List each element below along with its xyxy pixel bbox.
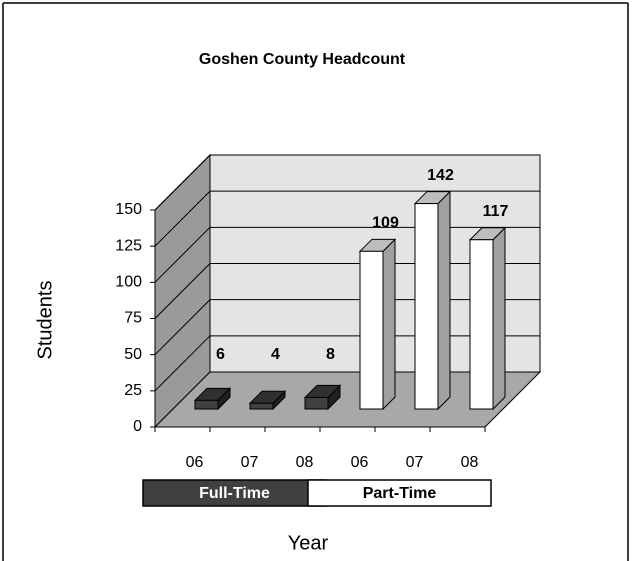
x-tick-label: 06 [351, 454, 369, 471]
y-tick-label: 100 [115, 274, 142, 291]
bar [193, 387, 232, 411]
data-label: 4 [271, 346, 280, 363]
y-tick-label: 0 [133, 418, 142, 435]
y-tick-label: 50 [124, 346, 142, 363]
y-axis-label: Students [34, 281, 56, 360]
bar-side [492, 226, 506, 411]
group-label: Part-Time [363, 485, 437, 502]
bar-front [249, 402, 274, 410]
bar [413, 190, 452, 411]
bar-front [359, 250, 384, 410]
group-label: Full-Time [199, 485, 270, 502]
grid-line [154, 154, 540, 211]
x-tick-label: 08 [461, 454, 479, 471]
x-axis-label: Year [288, 532, 329, 554]
data-label: 142 [427, 167, 454, 184]
bar-front [194, 399, 219, 410]
x-tick-label: 07 [241, 454, 259, 471]
data-label: 109 [372, 215, 399, 232]
bar-front [469, 239, 494, 410]
bar [358, 238, 397, 411]
bar [248, 390, 287, 411]
data-label: 117 [483, 203, 509, 220]
bar-side [382, 238, 396, 411]
data-label: 8 [326, 346, 335, 363]
y-tick-label: 25 [124, 382, 142, 399]
y-tick-label: 150 [115, 201, 142, 218]
data-label: 6 [216, 346, 225, 363]
group-box [142, 479, 327, 507]
bar [468, 226, 507, 411]
bar-front [414, 203, 439, 410]
group-box [307, 479, 492, 507]
bar [303, 384, 342, 411]
bar-side [437, 190, 451, 411]
x-tick-label: 06 [186, 454, 204, 471]
chart-title: Goshen County Headcount [199, 51, 406, 68]
x-tick-label: 07 [406, 454, 424, 471]
x-tick-label: 08 [296, 454, 314, 471]
bar-front [304, 396, 329, 410]
y-tick-label: 75 [124, 310, 142, 327]
y-tick-label: 125 [115, 237, 142, 254]
